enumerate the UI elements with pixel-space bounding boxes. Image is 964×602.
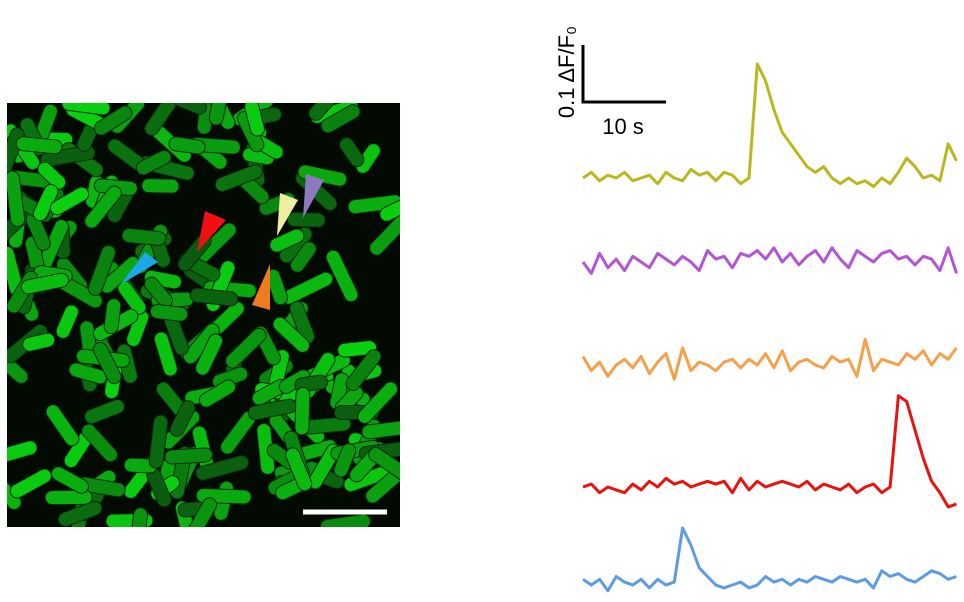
cell — [7, 440, 38, 466]
cell — [103, 298, 122, 335]
cell — [44, 489, 93, 506]
cell — [195, 455, 250, 481]
cell — [320, 513, 372, 527]
cell — [50, 466, 89, 494]
cell — [320, 104, 361, 134]
cell — [365, 468, 400, 504]
cell — [168, 136, 206, 155]
cell — [173, 103, 207, 115]
cell — [198, 379, 236, 408]
trace — [582, 62, 958, 189]
cell — [7, 170, 26, 227]
cell — [244, 103, 265, 137]
cell — [225, 327, 267, 369]
y-scale-label: 0.1 ΔF/F₀ — [554, 26, 579, 118]
cell — [20, 272, 70, 295]
cell — [144, 103, 182, 136]
cell — [286, 211, 326, 228]
cell — [22, 332, 56, 352]
cell — [87, 244, 116, 296]
cell — [294, 386, 311, 436]
cell — [61, 103, 111, 116]
cell — [337, 340, 378, 358]
cell — [84, 185, 122, 229]
cell — [92, 342, 122, 385]
cell — [345, 349, 382, 392]
cell — [187, 497, 218, 527]
cell — [357, 381, 399, 424]
cell — [265, 268, 288, 306]
cell — [84, 399, 125, 425]
trace — [582, 394, 957, 509]
trace — [581, 337, 958, 381]
cell — [214, 164, 263, 192]
cell — [45, 404, 80, 447]
cell — [361, 420, 400, 440]
trace — [581, 246, 958, 275]
cell — [164, 447, 213, 465]
cell — [81, 423, 118, 463]
cell — [49, 186, 90, 216]
cell — [195, 333, 224, 376]
arrowhead — [277, 193, 298, 236]
cell — [93, 105, 133, 136]
cell — [189, 287, 239, 307]
cell — [285, 447, 313, 492]
cell — [130, 507, 149, 527]
cell — [149, 303, 189, 322]
cell — [325, 249, 359, 303]
arrowhead — [252, 264, 270, 310]
cell — [333, 443, 357, 478]
cell — [57, 500, 103, 527]
cell — [169, 400, 196, 437]
cell — [135, 149, 172, 176]
arrowhead — [303, 174, 324, 218]
cell — [15, 136, 63, 155]
trace — [582, 526, 957, 593]
cell — [379, 197, 400, 222]
cell — [339, 137, 365, 168]
cell — [269, 228, 305, 253]
cell — [308, 103, 342, 121]
cell — [37, 161, 67, 190]
cell — [369, 211, 400, 256]
cell — [153, 331, 178, 377]
cell — [368, 447, 400, 483]
cell — [289, 300, 316, 344]
cell — [141, 178, 180, 194]
cell — [55, 304, 79, 339]
x-scale-label: 10 s — [602, 114, 644, 139]
cell — [68, 362, 108, 385]
cell — [208, 103, 228, 126]
cell — [9, 468, 52, 499]
cell — [121, 228, 167, 246]
cell — [289, 241, 317, 273]
arrowhead — [197, 211, 226, 252]
cell — [272, 316, 311, 353]
arrowhead — [120, 252, 158, 285]
cell — [148, 414, 169, 469]
